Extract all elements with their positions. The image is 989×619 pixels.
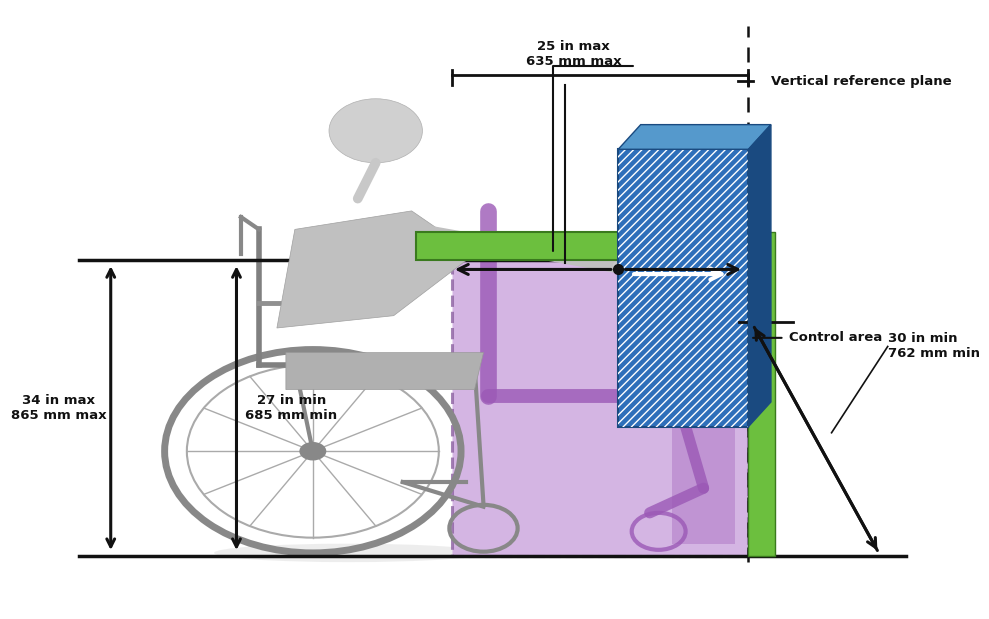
Text: Control area: Control area <box>789 331 882 344</box>
Bar <box>618 149 749 426</box>
Bar <box>452 260 749 556</box>
Text: 34 in max
865 mm max: 34 in max 865 mm max <box>11 394 106 422</box>
Bar <box>618 149 749 426</box>
Bar <box>416 233 749 260</box>
Ellipse shape <box>214 543 484 562</box>
Polygon shape <box>749 124 771 426</box>
Text: 30 in min
762 mm min: 30 in min 762 mm min <box>888 332 980 360</box>
Polygon shape <box>286 353 484 389</box>
Polygon shape <box>277 211 475 328</box>
Bar <box>673 279 735 543</box>
Circle shape <box>300 442 326 461</box>
Bar <box>749 233 775 556</box>
Circle shape <box>329 99 422 163</box>
Text: 25 in max
635 mm max: 25 in max 635 mm max <box>525 40 621 68</box>
Text: Vertical reference plane: Vertical reference plane <box>771 75 951 88</box>
Text: 27 in min
685 mm min: 27 in min 685 mm min <box>245 394 337 422</box>
Polygon shape <box>618 124 771 149</box>
